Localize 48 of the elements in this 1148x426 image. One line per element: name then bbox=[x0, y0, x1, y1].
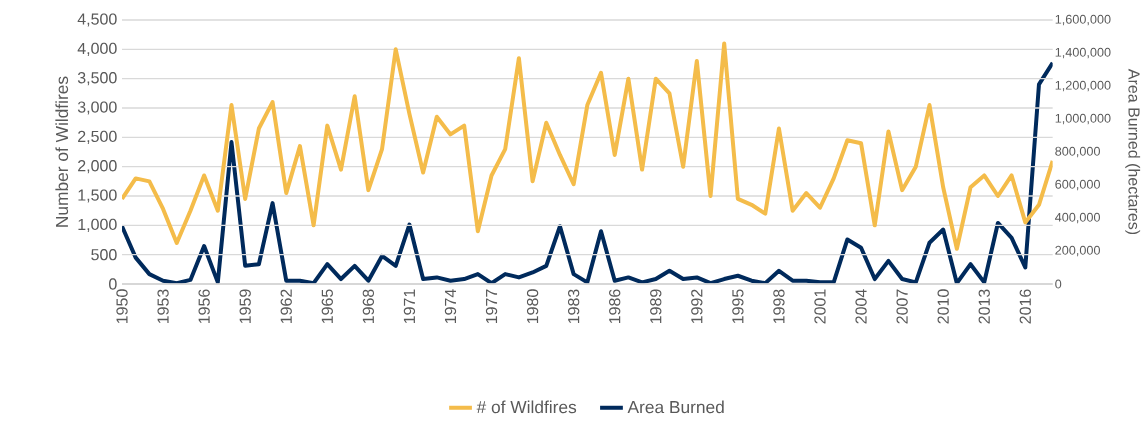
x-tick-label: 1986 bbox=[609, 289, 621, 324]
x-tick-label: 2010 bbox=[937, 289, 949, 324]
y2-tick-label: 0 bbox=[1055, 279, 1062, 289]
y-tick-label: 4,000 bbox=[77, 42, 117, 56]
x-tick-label: 1977 bbox=[485, 289, 498, 324]
x-tick-label: 1962 bbox=[280, 289, 292, 324]
x-tick-label: 1989 bbox=[650, 289, 662, 324]
y2-axis-title: Area Burned (hectares) bbox=[1125, 68, 1141, 235]
y-tick-label: 3,500 bbox=[77, 72, 117, 86]
y-tick-label: 2,000 bbox=[78, 160, 117, 174]
x-tick-label: 2013 bbox=[978, 289, 990, 324]
y-tick-label: 0 bbox=[109, 278, 117, 290]
legend-label: Area Burned bbox=[627, 400, 724, 414]
x-tick-label: 1953 bbox=[157, 289, 169, 324]
y2-tick-label: 600,000 bbox=[1055, 179, 1100, 191]
x-tick-label: 2004 bbox=[855, 289, 867, 324]
x-tick-label: 1995 bbox=[732, 289, 744, 324]
x-tick-label: 1983 bbox=[567, 289, 580, 324]
y2-tick-label: 400,000 bbox=[1055, 212, 1100, 224]
x-tick-label: 2016 bbox=[1019, 289, 1031, 324]
y-tick-label: 500 bbox=[91, 249, 117, 261]
x-tick-label: 1971 bbox=[403, 289, 416, 324]
y-tick-label: 2,500 bbox=[78, 130, 117, 144]
x-tick-label: 2001 bbox=[814, 289, 826, 324]
x-tick-label: 1992 bbox=[691, 289, 703, 324]
x-tick-label: 1956 bbox=[198, 289, 210, 324]
x-tick-label: 1959 bbox=[239, 289, 251, 324]
y2-tick-label: 1,400,000 bbox=[1055, 47, 1111, 59]
y2-tick-label: 800,000 bbox=[1055, 146, 1100, 158]
x-tick-label: 1968 bbox=[362, 289, 375, 324]
y-tick-label: 1,500 bbox=[78, 189, 117, 203]
y-tick-label: 1,000 bbox=[78, 218, 117, 232]
y-tick-label: 3,000 bbox=[77, 101, 117, 115]
legend-label: # of Wildfires bbox=[476, 400, 577, 414]
x-tick-label: 2007 bbox=[896, 289, 908, 324]
x-tick-label: 1974 bbox=[444, 289, 457, 324]
x-tick-label: 1980 bbox=[526, 289, 539, 324]
y2-tick-label: 200,000 bbox=[1055, 245, 1100, 257]
x-tick-label: 1950 bbox=[116, 289, 128, 324]
x-tick-label: 1965 bbox=[321, 289, 333, 324]
y-axis-title: Number of Wildfires bbox=[55, 76, 69, 227]
y2-tick-label: 1,000,000 bbox=[1055, 113, 1111, 125]
y2-tick-label: 1,200,000 bbox=[1055, 80, 1111, 92]
y2-tick-label: 1,600,000 bbox=[1055, 14, 1111, 26]
line-series bbox=[122, 60, 1053, 284]
line-series bbox=[122, 41, 1053, 251]
y-tick-label: 4,500 bbox=[77, 13, 117, 27]
x-tick-label: 1998 bbox=[773, 289, 785, 324]
